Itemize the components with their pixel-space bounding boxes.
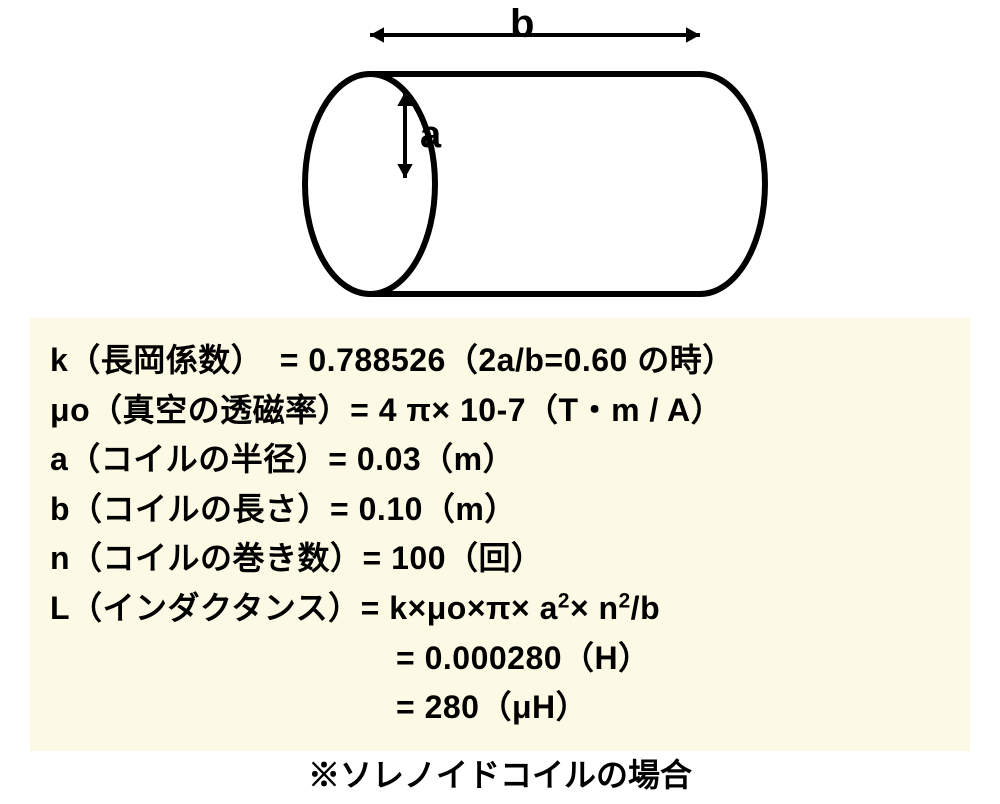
sup-n2: 2: [619, 589, 631, 612]
line-L1: L（インダクタンス）= k×μo×π× a2× n2/b: [50, 584, 950, 634]
cylinder-svg: [0, 0, 1000, 310]
line-L2: = 0.000280（H）: [50, 634, 950, 684]
line-b: b（コイルの長さ）= 0.10（m）: [50, 485, 950, 535]
label-a: a: [420, 114, 441, 157]
line-mu: μo（真空の透磁率）= 4 π× 10-7（T・m / A）: [50, 386, 950, 436]
sup-a2: 2: [558, 589, 570, 612]
label-b: b: [510, 2, 534, 47]
line-L1-a: L（インダクタンス）= k×μo×π× a: [50, 590, 558, 626]
line-L1-b: × n: [570, 590, 619, 626]
formula-textbox: k（長岡係数） = 0.788526（2a/b=0.60 の時） μo（真空の透…: [30, 318, 970, 751]
line-k: k（長岡係数） = 0.788526（2a/b=0.60 の時）: [50, 336, 950, 386]
caption: ※ソレノイドコイルの場合: [0, 750, 1000, 796]
line-n: n（コイルの巻き数）= 100（回）: [50, 534, 950, 584]
line-L3: = 280（μH）: [50, 683, 950, 733]
cylinder-diagram: b a: [0, 0, 1000, 300]
line-a: a（コイルの半径）= 0.03（m）: [50, 435, 950, 485]
line-L1-c: /b: [631, 590, 660, 626]
